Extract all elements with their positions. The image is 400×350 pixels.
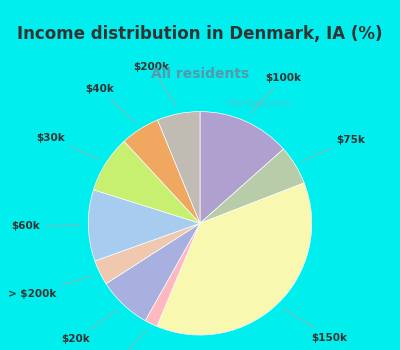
Text: $100k: $100k bbox=[250, 73, 301, 114]
Text: > $200k: > $200k bbox=[8, 276, 92, 299]
Wedge shape bbox=[124, 120, 200, 223]
Text: $60k: $60k bbox=[12, 222, 80, 231]
Wedge shape bbox=[157, 183, 312, 335]
Text: $125k: $125k bbox=[94, 330, 147, 350]
Wedge shape bbox=[106, 223, 200, 321]
Wedge shape bbox=[200, 149, 304, 223]
Wedge shape bbox=[88, 190, 200, 261]
Text: All residents: All residents bbox=[151, 66, 249, 80]
Wedge shape bbox=[145, 223, 200, 327]
Text: $75k: $75k bbox=[302, 135, 365, 161]
Text: $200k: $200k bbox=[133, 62, 176, 106]
Text: $20k: $20k bbox=[62, 310, 118, 344]
Wedge shape bbox=[158, 112, 200, 223]
Wedge shape bbox=[95, 223, 200, 284]
Wedge shape bbox=[94, 141, 200, 223]
Wedge shape bbox=[200, 112, 284, 223]
Text: City-Data.com: City-Data.com bbox=[226, 99, 290, 108]
Text: Income distribution in Denmark, IA (%): Income distribution in Denmark, IA (%) bbox=[17, 25, 383, 42]
Text: $150k: $150k bbox=[284, 309, 347, 343]
Text: $40k: $40k bbox=[85, 84, 135, 123]
Text: $30k: $30k bbox=[36, 133, 98, 160]
